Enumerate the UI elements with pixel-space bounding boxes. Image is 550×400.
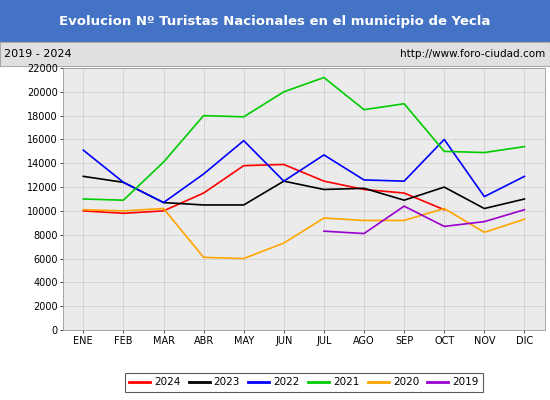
Text: http://www.foro-ciudad.com: http://www.foro-ciudad.com	[400, 49, 546, 59]
Text: Evolucion Nº Turistas Nacionales en el municipio de Yecla: Evolucion Nº Turistas Nacionales en el m…	[59, 14, 491, 28]
Text: 2019 - 2024: 2019 - 2024	[4, 49, 72, 59]
Legend: 2024, 2023, 2022, 2021, 2020, 2019: 2024, 2023, 2022, 2021, 2020, 2019	[125, 373, 483, 392]
